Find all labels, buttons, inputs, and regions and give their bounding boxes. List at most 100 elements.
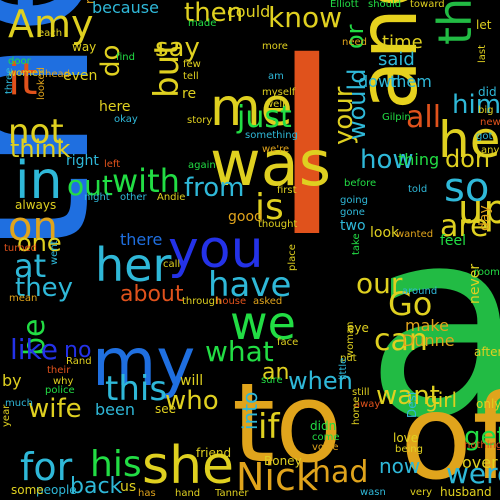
cloud-word: after [474,345,500,359]
cloud-word: gone [340,207,365,218]
cloud-word: Amy [8,2,94,46]
cloud-word: said [378,49,415,70]
cloud-word: over [462,453,498,472]
cloud-word: been [95,400,135,419]
cloud-word: has [138,488,156,499]
cloud-word: okay [114,114,138,125]
cloud-word: few [183,59,201,70]
cloud-word: last [477,44,488,63]
cloud-word: little [338,357,349,380]
cloud-word: she [142,436,235,496]
cloud-word: before [344,178,377,189]
cloud-word: let [476,18,492,32]
cloud-word: again [188,160,216,171]
cloud-word: on [8,204,58,250]
cloud-word: so [444,165,490,211]
cloud-word: face [277,337,299,348]
cloud-word: want [376,381,440,411]
cloud-word: here [99,99,131,115]
cloud-word: know [268,1,342,34]
cloud-word: well [265,99,285,110]
cloud-word: thought [258,219,298,230]
cloud-word: voice [312,442,339,453]
cloud-word: head [45,69,70,80]
cloud-word: were [446,457,500,490]
cloud-word: him [452,90,500,120]
cloud-word: should [368,0,402,10]
cloud-word: in [15,151,63,211]
cloud-word: sure [261,375,283,386]
cloud-word: time [382,32,423,53]
cloud-word: always [15,198,57,212]
cloud-word: we [230,296,296,350]
cloud-word: husband [440,485,492,499]
cloud-word: asked [253,296,283,307]
cloud-word: Tanner [215,488,249,499]
cloud-word: to [232,359,343,487]
cloud-word: am [268,71,284,82]
cloud-word: even [63,68,98,84]
cloud-word: I [270,1,344,292]
cloud-word: take [351,233,362,255]
cloud-word: of [400,368,500,500]
cloud-word: Gilpin [382,112,411,123]
cloud-word: into [238,391,262,430]
cloud-word: myself [262,87,296,98]
cloud-word: who [165,386,219,416]
cloud-word: home [351,396,362,425]
cloud-word: one [17,229,62,257]
cloud-word: them [390,72,432,91]
cloud-word: back [70,474,123,499]
cloud-word: went [49,240,60,265]
cloud-word: call [163,259,181,270]
cloud-word: police [45,385,75,396]
cloud-word: an [262,360,290,385]
cloud-word: going [340,195,368,206]
cloud-word: Go [388,285,433,323]
cloud-word: don [445,145,491,173]
cloud-word: toward [410,0,445,10]
cloud-word: friend [196,446,232,460]
cloud-word: can [374,323,428,358]
cloud-word: think [10,135,71,163]
cloud-word: like [10,333,59,366]
cloud-word: out [67,169,113,202]
cloud-word: Rand [66,356,92,367]
cloud-word: made [188,18,217,29]
cloud-word: each [38,28,63,39]
cloud-word: could [227,2,271,21]
cloud-word: no [64,338,92,363]
cloud-word: a [365,174,500,476]
cloud-word: away [354,399,381,410]
cloud-word: around [402,286,438,297]
cloud-word: house [216,296,247,307]
cloud-word: his [90,444,142,485]
cloud-word: it [8,54,38,105]
cloud-word: feel [440,233,467,249]
cloud-word: wanted [396,229,434,240]
cloud-word: Dunne [402,331,455,350]
cloud-word: thing [398,150,440,169]
cloud-word: place [287,244,298,271]
cloud-word: when [288,367,353,395]
cloud-word: for [20,445,73,489]
cloud-word: big [478,105,494,116]
cloud-word: women [8,68,45,79]
cloud-word: need [342,37,367,48]
cloud-word: new [480,117,500,128]
cloud-word: put [340,353,357,364]
cloud-word: at [14,247,47,285]
cloud-word: left [104,159,121,170]
cloud-word: by [2,371,22,390]
cloud-word: come [312,432,340,443]
cloud-word: other [120,192,147,203]
cloud-word: did [478,85,497,99]
cloud-word: re [182,86,197,102]
cloud-word: night [84,192,110,203]
cloud-word: much [5,398,33,409]
cloud-word: two [340,218,366,234]
cloud-word: Nick [236,455,318,499]
cloud-word: being [395,444,423,455]
cloud-word: hand [175,488,201,499]
